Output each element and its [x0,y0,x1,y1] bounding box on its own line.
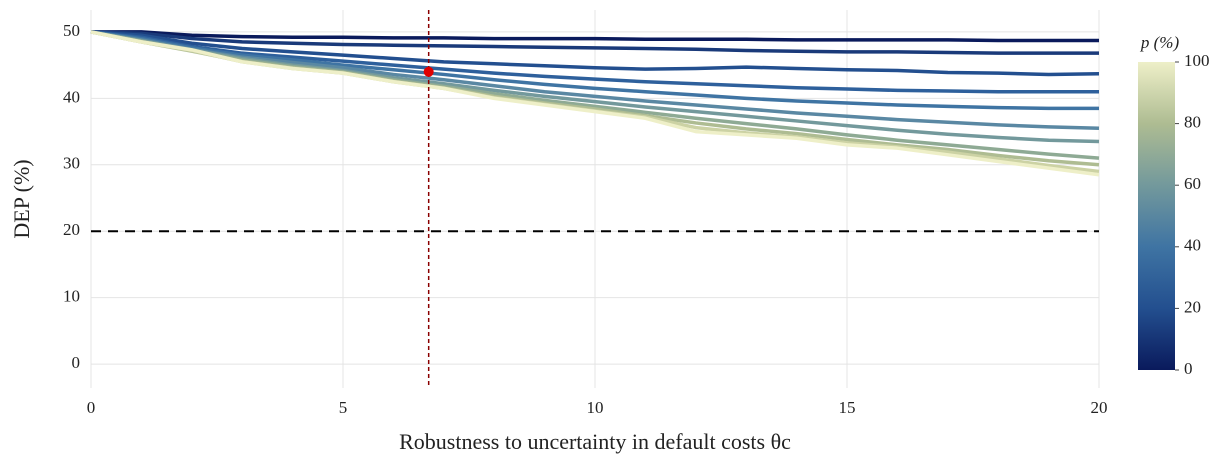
x-tick-label: 5 [339,398,348,417]
x-tick-label: 10 [587,398,604,417]
y-tick-label: 30 [63,154,80,173]
series-line [90,30,1099,111]
colorbar-tick-label: 20 [1184,297,1201,316]
x-tick-label: 20 [1091,398,1108,417]
y-tick-label: 20 [63,220,80,239]
colorbar-tick-label: 60 [1184,174,1201,193]
colorbar-label: p (%) [1140,33,1180,52]
series-line [90,30,1100,177]
y-tick-label: 50 [63,21,80,40]
y-tick-label: 10 [63,287,80,306]
series-line [90,30,1099,94]
y-tick-label: 0 [72,353,81,372]
y-tick-label: 40 [63,87,80,106]
x-tick-label: 0 [87,398,96,417]
colorbar-tick-label: 100 [1184,51,1210,70]
y-axis-label: DEP (%) [9,159,34,238]
series-line [90,30,1099,55]
colorbar-tick-label: 80 [1184,113,1201,132]
x-axis-label: Robustness to uncertainty in default cos… [399,429,791,454]
series-line [91,30,1099,43]
colorbar-tick-label: 0 [1184,359,1193,378]
colorbar-tick-label: 40 [1184,236,1201,255]
series-line [90,30,1100,130]
x-tick-label: 15 [839,398,856,417]
series-line [90,30,1100,77]
colorbar [1138,62,1175,370]
highlight-point [423,66,434,77]
